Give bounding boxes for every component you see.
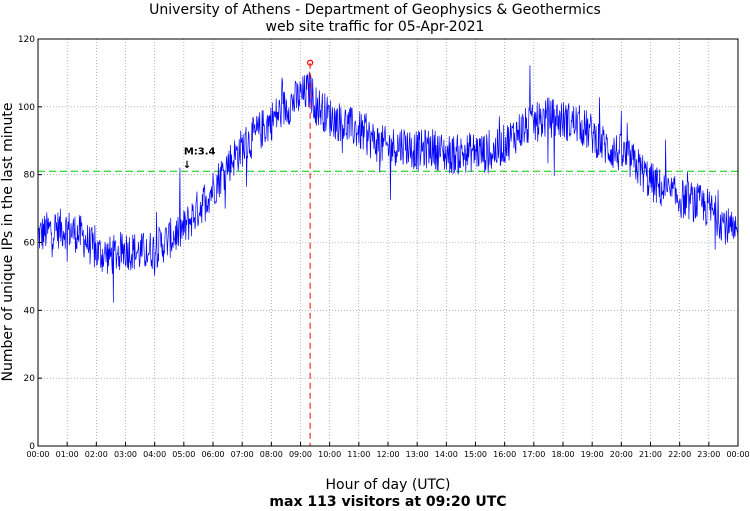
y-tick-labels: 0 20 40 60 80 100 120 (18, 35, 42, 452)
x-tick-label: 18:00 (551, 450, 574, 459)
x-axis-label: Hour of day (UTC) (326, 477, 451, 493)
x-tick-labels: 00:00 01:00 02:00 03:00 04:00 05:00 06:00 07:00… (26, 442, 750, 459)
x-tick-label: 08:00 (260, 450, 283, 459)
x-tick-label: 01:00 (56, 450, 79, 459)
y-tick-label: 60 (24, 239, 36, 249)
x-tick-label: 12:00 (376, 450, 399, 459)
x-tick-label: 07:00 (231, 450, 254, 459)
x-tick-label: 03:00 (114, 450, 137, 459)
max-marker-point (307, 59, 314, 66)
x-tick-label: 20:00 (610, 450, 633, 459)
y-axis-label: Number of unique IPs in the last minute (0, 103, 16, 382)
grid-lines (38, 39, 738, 446)
chart-subtitle: web site traffic for 05-Apr-2021 (266, 19, 485, 35)
max-marker-group (307, 59, 314, 446)
x-tick-label: 00:00 (726, 450, 749, 459)
x-tick-label: 05:00 (172, 450, 195, 459)
x-tick-label: 00:00 (26, 450, 49, 459)
chart-title: University of Athens - Department of Geo… (149, 2, 601, 18)
x-tick-label: 21:00 (639, 450, 662, 459)
magnitude-annotation: M:3.4 (184, 146, 216, 157)
traffic-series-line (37, 65, 739, 303)
x-tick-label: 23:00 (697, 450, 720, 459)
x-tick-label: 22:00 (668, 450, 691, 459)
x-tick-label: 11:00 (347, 450, 370, 459)
x-tick-label: 15:00 (464, 450, 487, 459)
x-tick-label: 19:00 (581, 450, 604, 459)
x-tick-label: 14:00 (435, 450, 458, 459)
x-tick-label: 09:00 (289, 450, 312, 459)
y-tick-label: 20 (24, 374, 36, 384)
x-tick-label: 06:00 (201, 450, 224, 459)
y-tick-label: 0 (29, 442, 35, 452)
x-tick-label: 04:00 (143, 450, 166, 459)
y-tick-label: 40 (24, 306, 36, 316)
x-tick-label: 10:00 (318, 450, 341, 459)
series-group (37, 65, 739, 303)
x-tick-label: 16:00 (493, 450, 516, 459)
annotation-arrow: ↓ (183, 160, 191, 171)
x-tick-label: 13:00 (406, 450, 429, 459)
y-tick-label: 100 (18, 103, 35, 113)
y-tick-label: 80 (24, 171, 36, 181)
x-tick-label: 17:00 (522, 450, 545, 459)
x-tick-label: 02:00 (85, 450, 108, 459)
annotation-group: M:3.4 ↓ (183, 146, 216, 171)
max-visitors-footer: max 113 visitors at 09:20 UTC (269, 494, 506, 510)
y-tick-label: 120 (18, 35, 35, 45)
